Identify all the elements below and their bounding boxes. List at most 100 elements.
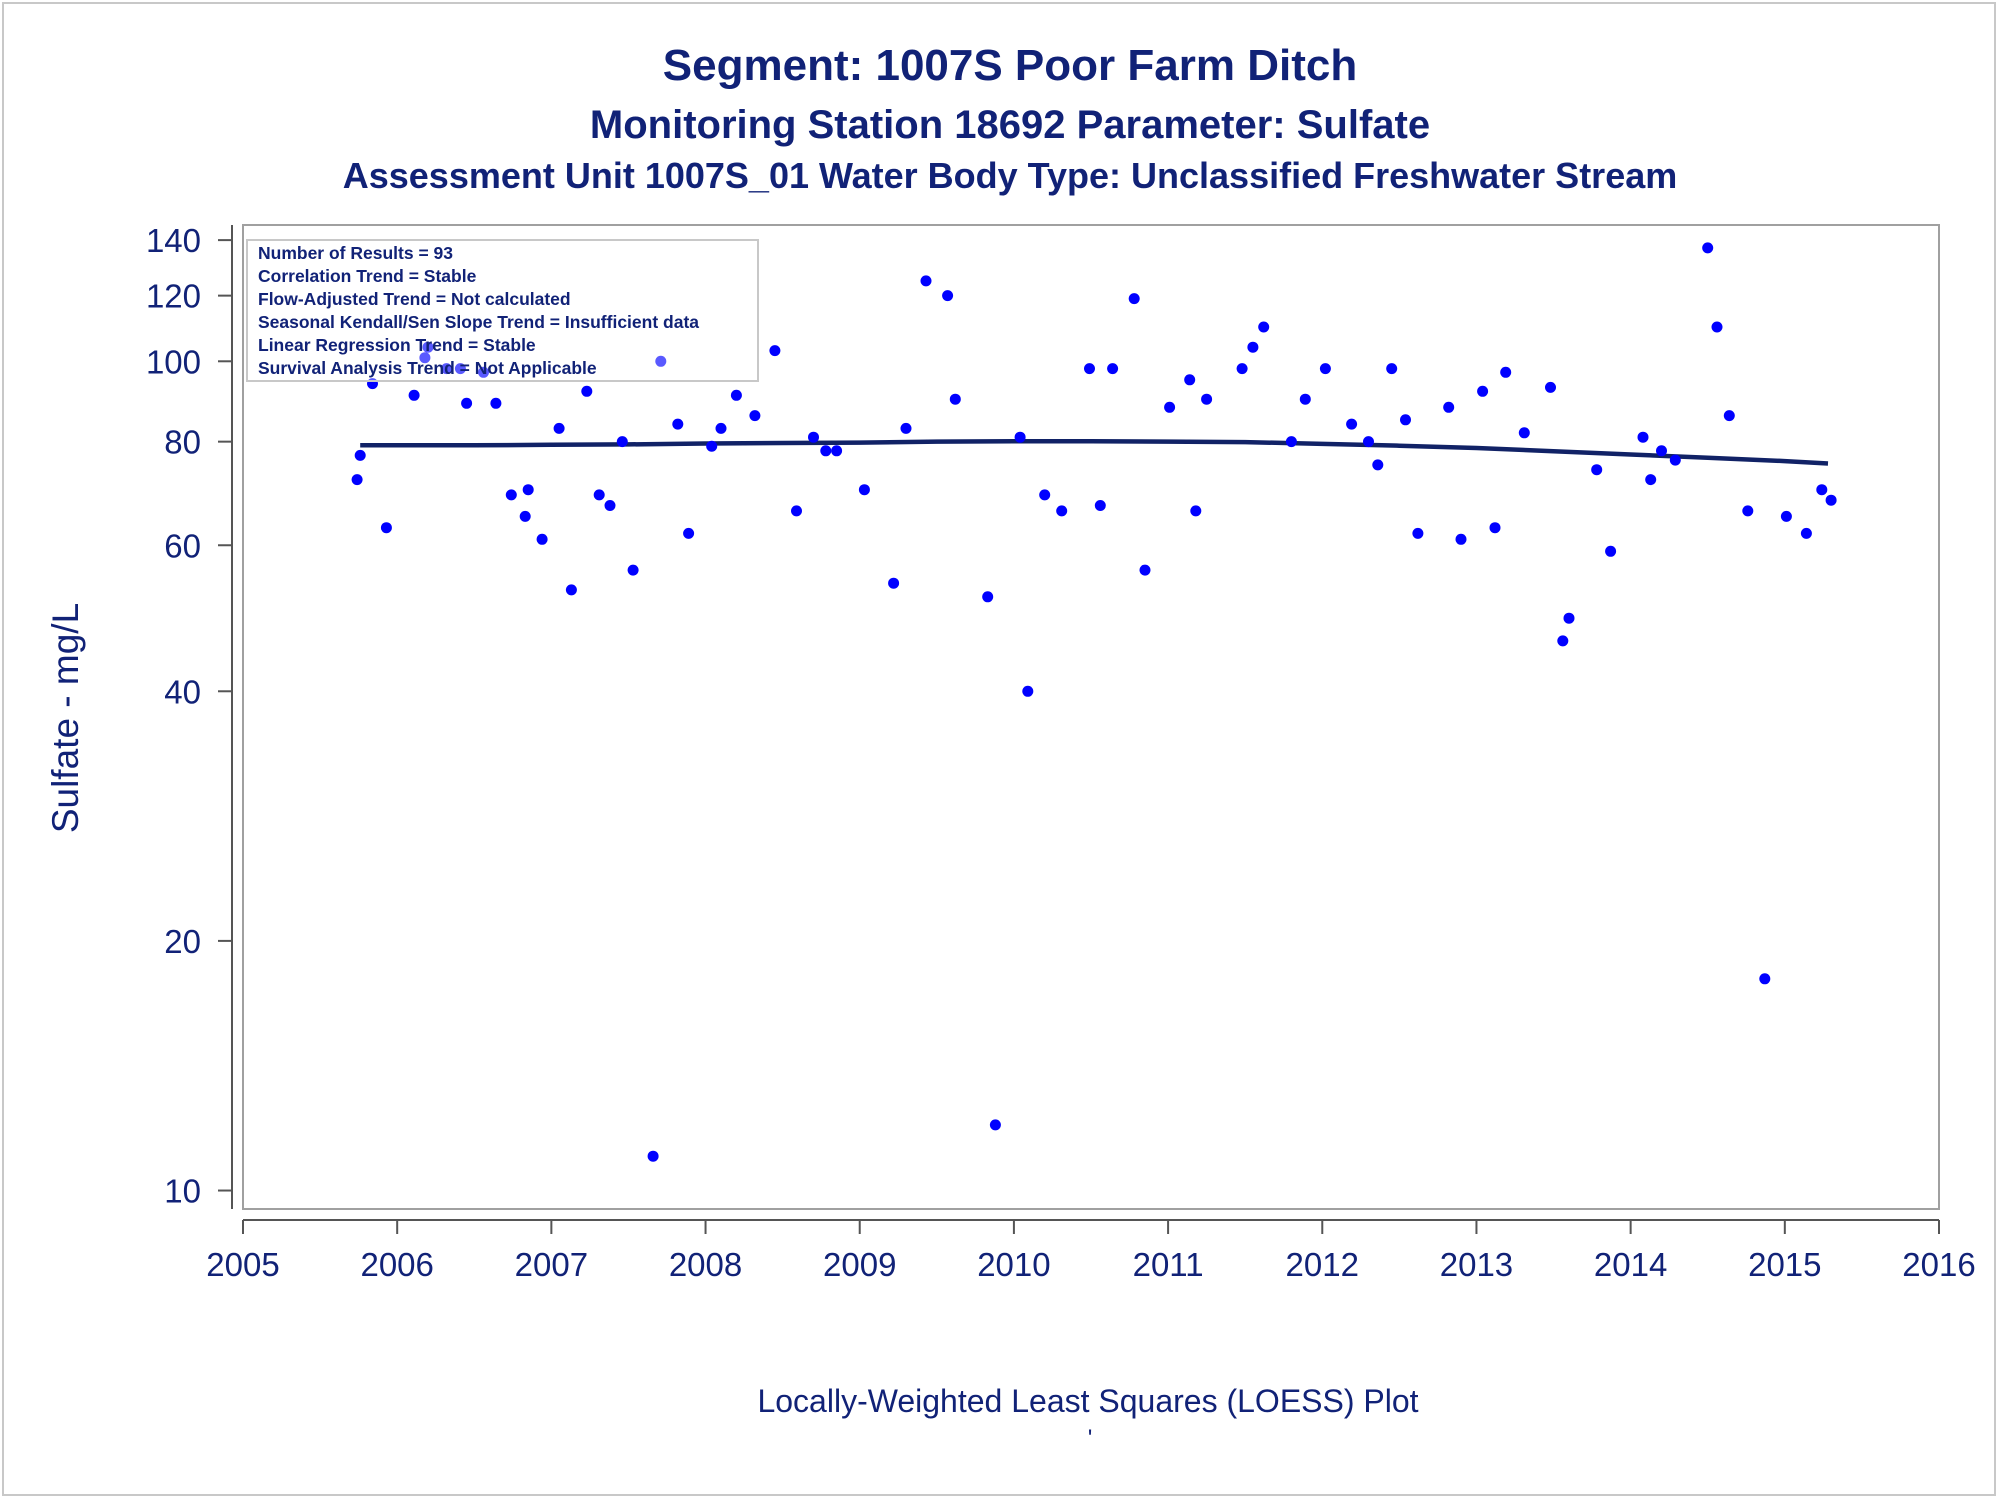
- data-point: [1489, 522, 1501, 534]
- data-point: [1825, 494, 1837, 506]
- y-tick-label: 100: [146, 343, 201, 380]
- y-tick-label: 120: [146, 278, 201, 315]
- data-point: [1759, 973, 1771, 985]
- data-point: [672, 418, 684, 430]
- data-point: [1346, 418, 1358, 430]
- stat-seasonal-kendall-trend: Seasonal Kendall/Sen Slope Trend = Insuf…: [258, 312, 699, 332]
- stats-box: Number of Results = 93 Correlation Trend…: [246, 239, 759, 382]
- y-tick-label: 40: [164, 673, 201, 710]
- data-point: [1702, 242, 1714, 254]
- y-tick-label: 20: [164, 923, 201, 960]
- data-point: [1285, 436, 1297, 448]
- data-point: [505, 489, 517, 501]
- data-point: [1455, 533, 1467, 545]
- data-point: [553, 422, 565, 434]
- data-point: [604, 500, 616, 511]
- data-point: [490, 397, 502, 409]
- data-point: [1443, 401, 1455, 413]
- y-tick-label: 140: [146, 222, 201, 259]
- data-point: [1723, 410, 1735, 422]
- data-point: [1184, 374, 1196, 386]
- data-point: [1591, 464, 1603, 476]
- data-point: [627, 564, 639, 576]
- data-point: [461, 397, 473, 409]
- x-tick-label: 2014: [1594, 1246, 1667, 1283]
- data-point: [1386, 363, 1398, 375]
- data-point: [1363, 436, 1374, 448]
- data-point: [1412, 527, 1424, 539]
- x-tick-label: 2006: [360, 1246, 433, 1283]
- data-point: [351, 474, 363, 486]
- x-axis: 2005 2006 2007 2008 2009 2010 2011 2012 2013 2014…: [206, 1219, 1976, 1283]
- x-tick-label: 2011: [1133, 1246, 1204, 1283]
- stat-linear-regression-trend: Linear Regression Trend = Stable: [258, 335, 536, 355]
- data-point: [616, 436, 628, 448]
- data-point: [422, 341, 434, 353]
- data-point: [1500, 366, 1512, 378]
- data-point: [1656, 445, 1667, 457]
- data-point: [989, 1119, 1001, 1131]
- data-point: [1518, 427, 1530, 439]
- data-point: [1107, 363, 1119, 375]
- y-tick-label: 80: [164, 424, 201, 461]
- x-tick-label: 2015: [1748, 1246, 1821, 1283]
- x-tick-label: 2012: [1286, 1246, 1359, 1283]
- stats-box-border: [246, 239, 759, 382]
- data-point: [655, 355, 667, 367]
- data-point: [1319, 363, 1331, 375]
- data-point: [1800, 527, 1812, 539]
- data-point: [1563, 612, 1575, 624]
- data-point: [820, 445, 832, 457]
- data-point: [706, 440, 718, 452]
- data-point: [749, 410, 761, 422]
- chart-subtitle: Monitoring Station 18692 Parameter: Sulf…: [590, 103, 1430, 147]
- trend-line-layer: [360, 438, 1829, 466]
- data-point: [942, 290, 954, 302]
- data-point: [730, 389, 742, 401]
- data-point: [1742, 505, 1754, 517]
- x-tick-label: 2005: [206, 1246, 279, 1283]
- plot-area: [242, 224, 1940, 1210]
- data-point: [1128, 293, 1140, 305]
- data-point: [1372, 459, 1384, 471]
- data-point: [1247, 341, 1259, 353]
- points-layer: [351, 242, 1837, 1162]
- data-point: [1190, 505, 1202, 517]
- data-point: [1637, 431, 1649, 443]
- data-point: [1164, 401, 1176, 413]
- chart-title: Segment: 1007S Poor Farm Ditch: [663, 41, 1357, 90]
- data-point: [1299, 393, 1311, 405]
- data-point: [1711, 321, 1723, 333]
- x-tick-label: 2013: [1440, 1246, 1513, 1283]
- data-point: [900, 422, 912, 434]
- data-point: [715, 422, 727, 434]
- data-point: [581, 385, 593, 397]
- data-point: [920, 275, 932, 287]
- stat-flow-adjusted-trend: Flow-Adjusted Trend = Not calculated: [258, 289, 571, 309]
- data-point: [1039, 489, 1051, 501]
- data-point: [1236, 363, 1248, 375]
- data-point: [419, 352, 431, 364]
- data-point: [888, 577, 900, 589]
- data-point: [1014, 431, 1026, 443]
- x-tick-label: 2010: [977, 1246, 1050, 1283]
- data-point: [1258, 321, 1270, 333]
- data-point: [1780, 510, 1792, 522]
- footnote: Locally-Weighted Least Squares (LOESS) P…: [757, 1383, 1418, 1419]
- data-point: [380, 522, 392, 534]
- chart-subtitle-2: Assessment Unit 1007S_01 Water Body Type…: [343, 155, 1678, 196]
- loess-trend-line: [360, 438, 1829, 466]
- y-axis-label: Sulfate - mg/L: [45, 603, 86, 833]
- data-point: [858, 484, 870, 496]
- data-point: [1545, 381, 1556, 393]
- data-point: [565, 584, 577, 596]
- x-tick-label: 2008: [669, 1246, 742, 1283]
- data-point: [683, 527, 695, 539]
- data-point: [454, 363, 466, 375]
- y-tick-label: 60: [164, 527, 201, 564]
- x-tick-label: 2009: [823, 1246, 896, 1283]
- data-point: [536, 533, 548, 545]
- data-point: [982, 591, 994, 603]
